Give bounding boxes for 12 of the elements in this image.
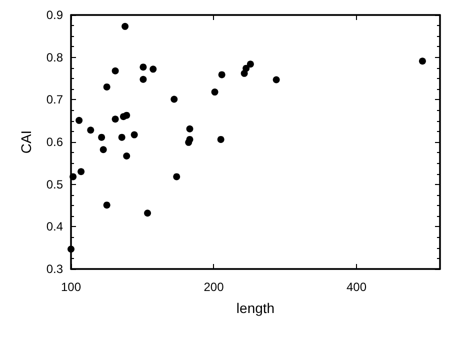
x-tick-label: 200 — [204, 280, 224, 294]
y-tick-label: 0.6 — [46, 135, 64, 149]
y-tick-label: 0.8 — [46, 50, 64, 64]
y-tick-label: 0.3 — [46, 262, 64, 276]
y-axis-title: CAI — [18, 130, 34, 154]
y-tick-label: 0.7 — [46, 92, 64, 107]
x-axis-title: length — [236, 300, 275, 316]
x-tick-label: 400 — [346, 280, 367, 294]
y-tick-label: 0.9 — [46, 8, 64, 22]
y-tick-label: 0.5 — [46, 177, 64, 192]
y-tick-label: 0.4 — [46, 220, 64, 234]
x-tick-label: 100 — [60, 280, 82, 294]
